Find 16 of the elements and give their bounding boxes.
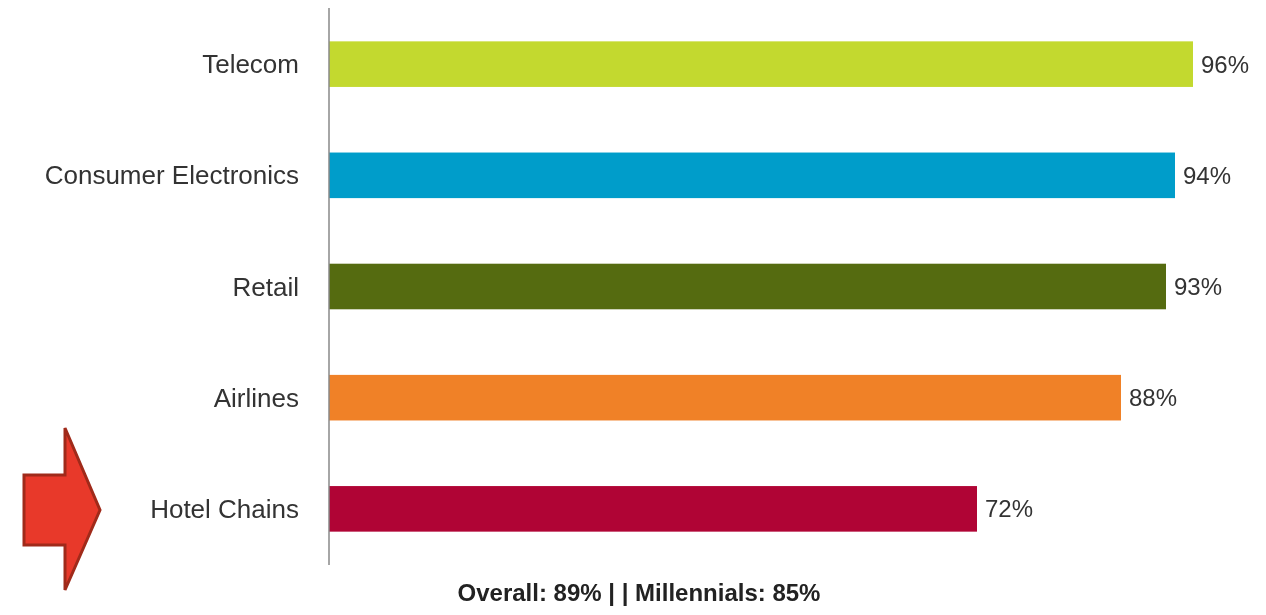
- data-label: 93%: [1174, 272, 1223, 300]
- data-label: 94%: [1183, 161, 1232, 189]
- y-tick-label: Hotel Chains: [150, 493, 299, 524]
- bar: [329, 41, 1193, 87]
- bar: [329, 486, 977, 532]
- bar: [329, 374, 1121, 421]
- text: Overall: 89% | | Millennials: 85%: [457, 579, 821, 606]
- bar: [329, 152, 1175, 199]
- data-label: 96%: [1201, 50, 1250, 78]
- y-tick-label: Airlines: [213, 382, 299, 413]
- bar: [329, 263, 1166, 310]
- y-tick-label: Retail: [232, 271, 299, 302]
- y-tick-label: Telecom: [202, 49, 299, 80]
- data-label: 88%: [1129, 384, 1178, 412]
- data-label: 72%: [985, 495, 1034, 523]
- y-tick-label: Consumer Electronics: [44, 160, 299, 191]
